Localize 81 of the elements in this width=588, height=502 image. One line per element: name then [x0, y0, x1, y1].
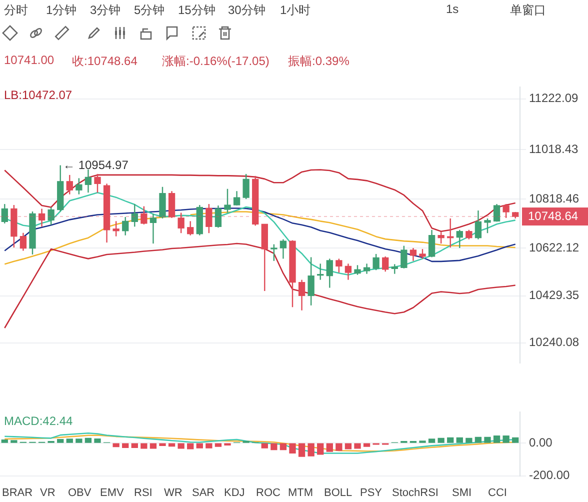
bar — [289, 443, 296, 454]
bar — [428, 438, 436, 443]
bar — [261, 443, 268, 448]
text: BOLL — [324, 487, 352, 499]
text: 收:10748.64 — [72, 53, 138, 70]
bar — [270, 443, 278, 450]
bar — [84, 438, 92, 443]
bar — [363, 443, 370, 447]
text: EMV — [100, 487, 124, 499]
y-tick-label: 10622.12 — [529, 240, 580, 254]
bar — [456, 437, 463, 443]
bar — [493, 436, 500, 443]
y-tick-label: 10240.08 — [529, 335, 580, 350]
text: ROC — [256, 487, 280, 499]
annotation: MACD:42.44 — [4, 414, 73, 428]
bar — [1, 439, 8, 443]
bar — [206, 443, 212, 448]
text: BRAR — [2, 487, 33, 499]
bar — [131, 443, 138, 448]
bar — [466, 438, 472, 443]
text: SMI — [452, 487, 472, 499]
text: PSY — [360, 487, 382, 499]
text: 分时 — [4, 2, 28, 19]
text: 15分钟 — [178, 2, 216, 19]
text: VR — [40, 487, 56, 499]
bar — [122, 443, 129, 448]
text: SAR — [192, 487, 215, 499]
y-tick-label: 11222.09 — [529, 91, 578, 106]
bar — [187, 443, 194, 450]
bar — [112, 443, 120, 448]
bar — [298, 443, 306, 457]
bar — [76, 438, 82, 443]
text: 5分钟 — [134, 2, 165, 19]
bar — [474, 436, 482, 443]
y-tick-label: 11018.43 — [529, 142, 578, 156]
text: KDJ — [224, 487, 245, 499]
text: 振幅:0.39% — [288, 53, 350, 70]
bar — [344, 443, 352, 450]
y-tick-label: -200.00 — [529, 468, 570, 482]
bar — [447, 437, 454, 443]
text: 1s — [446, 2, 459, 16]
bar — [317, 443, 324, 455]
bar — [66, 438, 73, 443]
text: WR — [164, 487, 182, 499]
text: StochRSI — [392, 487, 438, 499]
annotation: LB:10472.07 — [4, 88, 72, 102]
y-tick-label: 10818.46 — [529, 192, 580, 206]
bar — [10, 440, 18, 443]
text: 10741.00 — [4, 53, 54, 67]
text: 1分钟 — [46, 2, 77, 19]
bar — [159, 443, 166, 446]
y-tick-label: 0.00 — [529, 435, 553, 450]
bar — [224, 443, 231, 446]
bar — [140, 443, 148, 449]
text: MTM — [288, 487, 314, 499]
bar — [438, 438, 444, 443]
text: RSI — [134, 487, 152, 499]
annotation: ← 10954.97 — [63, 158, 128, 172]
text: OBV — [68, 487, 92, 499]
text: 3分钟 — [90, 2, 121, 19]
bar — [57, 438, 64, 443]
bar — [214, 443, 222, 447]
bar — [336, 443, 342, 451]
text: 单窗口 — [510, 2, 546, 19]
bar — [150, 443, 157, 449]
bar — [484, 436, 491, 443]
ref-line-label: 10748.64 — [528, 208, 578, 223]
bar — [280, 443, 287, 450]
bar — [326, 443, 333, 452]
bar — [178, 443, 184, 449]
text: 涨幅:-0.16%(-17.05) — [162, 53, 270, 70]
bar — [94, 438, 101, 443]
text: 1小时 — [280, 2, 311, 19]
bar — [512, 437, 519, 443]
bar — [354, 443, 361, 449]
bar — [308, 443, 314, 456]
text: CCI — [488, 487, 507, 499]
y-tick-label: 10429.35 — [529, 288, 580, 302]
text: 30分钟 — [228, 2, 266, 19]
bar — [196, 443, 203, 448]
bar — [502, 436, 510, 443]
